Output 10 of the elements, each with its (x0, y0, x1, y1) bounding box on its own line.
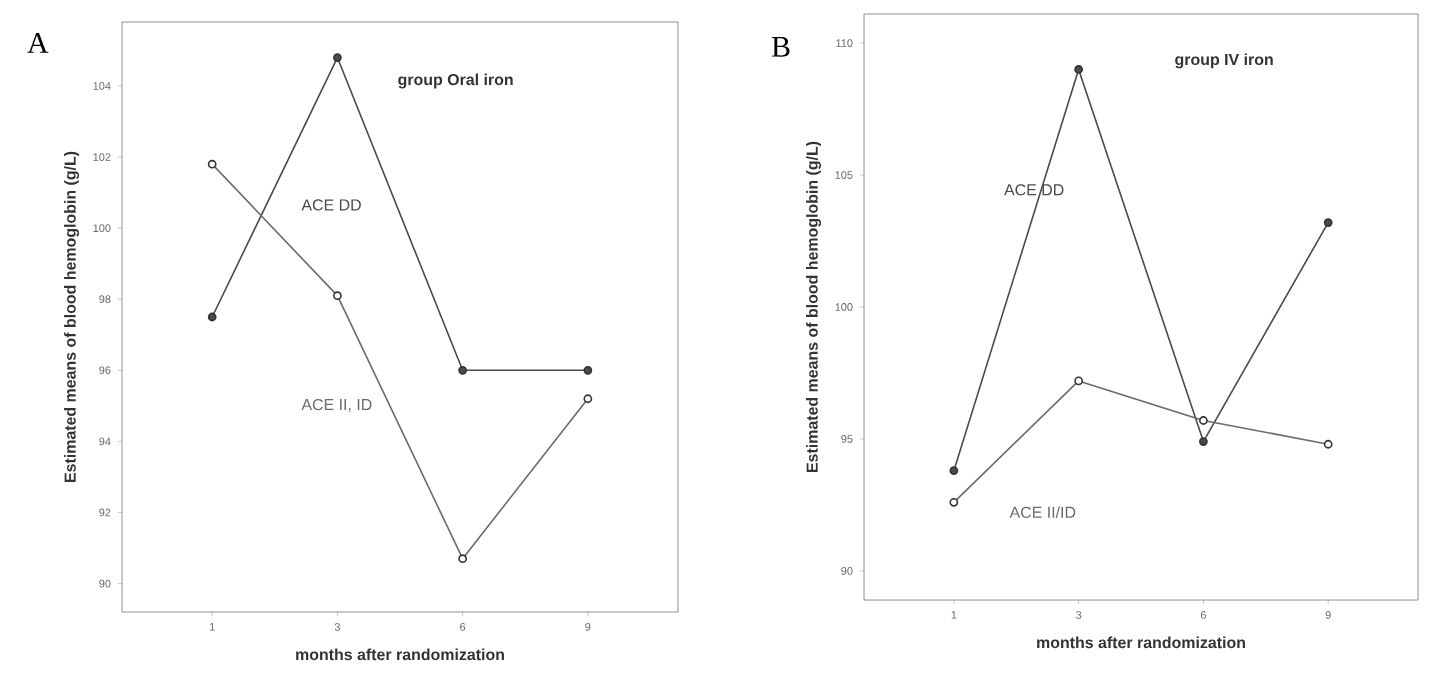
point (1323, 218, 1333, 227)
point (1074, 65, 1084, 74)
point (949, 466, 959, 476)
point (207, 312, 217, 322)
point (1199, 437, 1208, 446)
chart-title: A (27, 33, 49, 53)
point (458, 365, 468, 375)
text: B (771, 37, 790, 57)
point (333, 53, 342, 62)
point (583, 365, 593, 375)
